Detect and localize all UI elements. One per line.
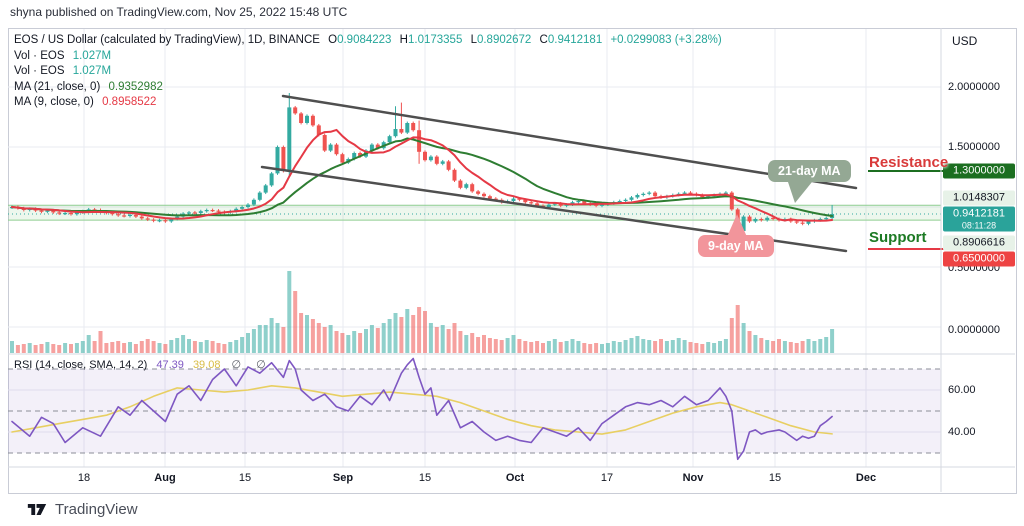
price-axis-tick: 2.0000000 [948,81,1000,93]
rsi-value: 47.39 [156,359,184,371]
price-axis-badge[interactable]: 0.9412181 08:11:28 [943,206,1015,232]
chart-legend: EOS / US Dollar (calculated by TradingVi… [14,33,722,111]
rsi-empty-values: ∅ ∅ [231,359,272,371]
badge-price: 1.0148307 [953,191,1005,204]
price-axis-badge[interactable]: 0.8906616 [943,235,1015,251]
price-axis-currency: USD [952,34,978,48]
time-axis-label[interactable]: Dec [855,472,877,484]
ma9-row[interactable]: MA (9, close, 0) 0.8958522 [14,96,157,108]
badge-countdown: 08:11:28 [961,220,997,231]
badge-price: 1.3000000 [953,164,1005,177]
attribution-text: shyna published on TradingView.com, Nov … [10,5,348,19]
symbol-row[interactable]: EOS / US Dollar (calculated by TradingVi… [14,34,722,46]
badge-price: 0.9412181 [953,207,1005,220]
price-axis-badge[interactable]: 0.6500000 [943,251,1015,267]
price-axis-badge[interactable]: 1.3000000 [943,163,1015,179]
price-axis-badge[interactable]: 1.0148307 [943,190,1015,206]
ma21-callout[interactable]: 21-day MA [768,160,851,182]
price-axis-tick: 1.5000000 [948,141,1000,153]
support-label[interactable]: Support [869,229,927,246]
time-axis-label[interactable]: 15 [238,472,252,484]
time-axis-label[interactable]: 17 [600,472,614,484]
ma9-callout[interactable]: 9-day MA [698,235,774,257]
symbol-title: EOS / US Dollar (calculated by TradingVi… [14,34,320,46]
chart-frame [8,28,1017,494]
rsi-axis-tick: 60.00 [948,384,976,396]
tradingview-brand-text: TradingView [55,501,138,518]
tradingview-footer[interactable]: TradingView [26,501,138,518]
price-axis-tick: 0.0000000 [948,324,1000,336]
rsi-axis-tick: 40.00 [948,426,976,438]
rsi-sma-value: 39.08 [192,359,221,371]
ma21-row[interactable]: MA (21, close, 0) 0.9352982 [14,80,163,93]
rsi-title: RSI (14, close, SMA, 14, 2) [14,359,148,371]
tradingview-logo-icon [27,503,47,515]
time-axis-label[interactable]: Aug [154,472,176,484]
change-value: +0.0299083 (+3.28%) [610,34,722,46]
rsi-legend[interactable]: RSI (14, close, SMA, 14, 2) 47.39 39.08 … [14,358,272,371]
time-axis-label[interactable]: 15 [418,472,432,484]
time-axis-label[interactable]: 15 [768,472,782,484]
time-axis-label[interactable]: Oct [505,472,525,484]
time-axis-label[interactable]: 18 [77,472,91,484]
time-axis-label[interactable]: Sep [332,472,354,484]
time-axis-label[interactable]: Nov [682,472,704,484]
chart-plot-area[interactable] [8,28,1015,492]
volume-row[interactable]: Vol · EOS 1.027M [14,65,112,77]
volume-row[interactable]: Vol · EOS 1.027M [14,49,112,62]
badge-price: 0.8906616 [953,236,1005,249]
resistance-label[interactable]: Resistance [869,154,949,171]
badge-price: 0.6500000 [953,252,1005,265]
